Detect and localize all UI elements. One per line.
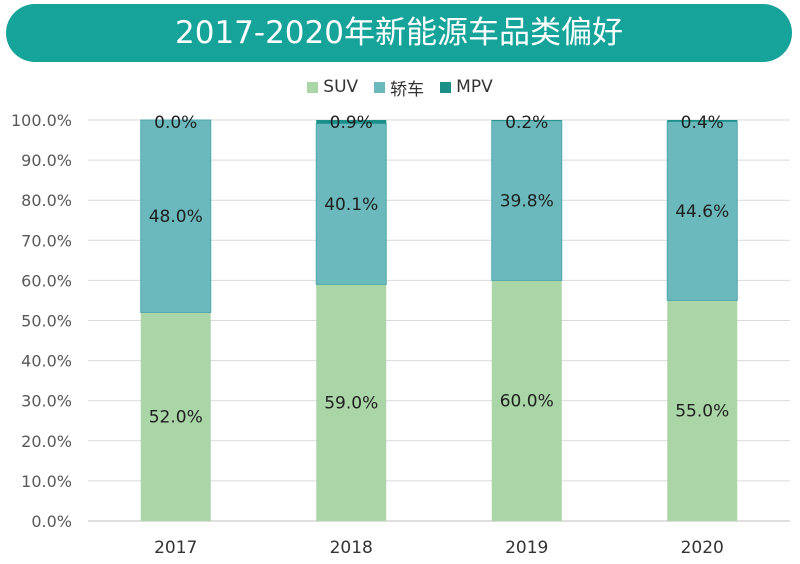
bar-segment-sedan [666, 121, 738, 301]
y-tick-label: 100.0% [11, 111, 72, 130]
bar-segment-suv [491, 280, 562, 521]
x-tick-label: 2020 [681, 538, 724, 558]
data-label-sedan: 40.1% [324, 195, 378, 215]
bar-segment-sedan [140, 119, 212, 313]
bar-segment-mpv [316, 120, 387, 124]
legend-label-mpv: MPV [456, 77, 493, 97]
legend-swatch-mpv [440, 81, 452, 93]
y-tick-label: 70.0% [21, 231, 72, 250]
legend-item-mpv: MPV [440, 77, 493, 97]
data-label-mpv: 0.0% [154, 113, 197, 133]
y-tick-label: 0.0% [31, 512, 72, 531]
y-tick-label: 30.0% [21, 392, 72, 411]
y-tick-label: 10.0% [21, 472, 72, 491]
bar-segment-suv [316, 284, 387, 521]
x-tick-label: 2019 [505, 538, 548, 558]
data-label-sedan: 39.8% [500, 192, 554, 212]
data-label-sedan: 44.6% [675, 202, 729, 222]
legend-label-sedan: 轿车 [390, 79, 425, 100]
legend-item-sedan: 轿车 [374, 75, 424, 100]
bar-segment-sedan [315, 123, 387, 285]
data-label-suv: 59.0% [324, 394, 378, 414]
y-tick-label: 20.0% [21, 432, 72, 451]
data-label-sedan: 48.0% [149, 207, 203, 227]
y-tick-label: 80.0% [21, 191, 72, 210]
data-label-suv: 55.0% [675, 402, 729, 422]
y-tick-label: 90.0% [21, 151, 72, 170]
bar-segment-mpv [667, 120, 738, 122]
legend-swatch-suv [307, 81, 319, 93]
legend-swatch-sedan [374, 81, 386, 93]
legend-label-suv: SUV [323, 77, 359, 97]
bar-segment-suv [140, 312, 211, 521]
bar-segment-suv [667, 300, 738, 521]
data-label-suv: 60.0% [500, 392, 554, 412]
data-label-mpv: 0.9% [330, 113, 373, 133]
x-tick-label: 2017 [154, 538, 197, 558]
data-label-mpv: 0.4% [681, 113, 724, 133]
data-label-suv: 52.0% [149, 408, 203, 428]
chart-title: 2017-2020年新能源车品类偏好 [6, 4, 792, 62]
y-tick-label: 60.0% [21, 271, 72, 290]
data-label-mpv: 0.2% [505, 113, 548, 133]
x-tick-label: 2018 [330, 538, 373, 558]
bar-segment-mpv [491, 120, 562, 121]
chart-legend: SUV 轿车 MPV [0, 74, 800, 100]
y-tick-label: 50.0% [21, 312, 72, 331]
y-tick-label: 40.0% [21, 352, 72, 371]
legend-item-suv: SUV [307, 77, 358, 97]
